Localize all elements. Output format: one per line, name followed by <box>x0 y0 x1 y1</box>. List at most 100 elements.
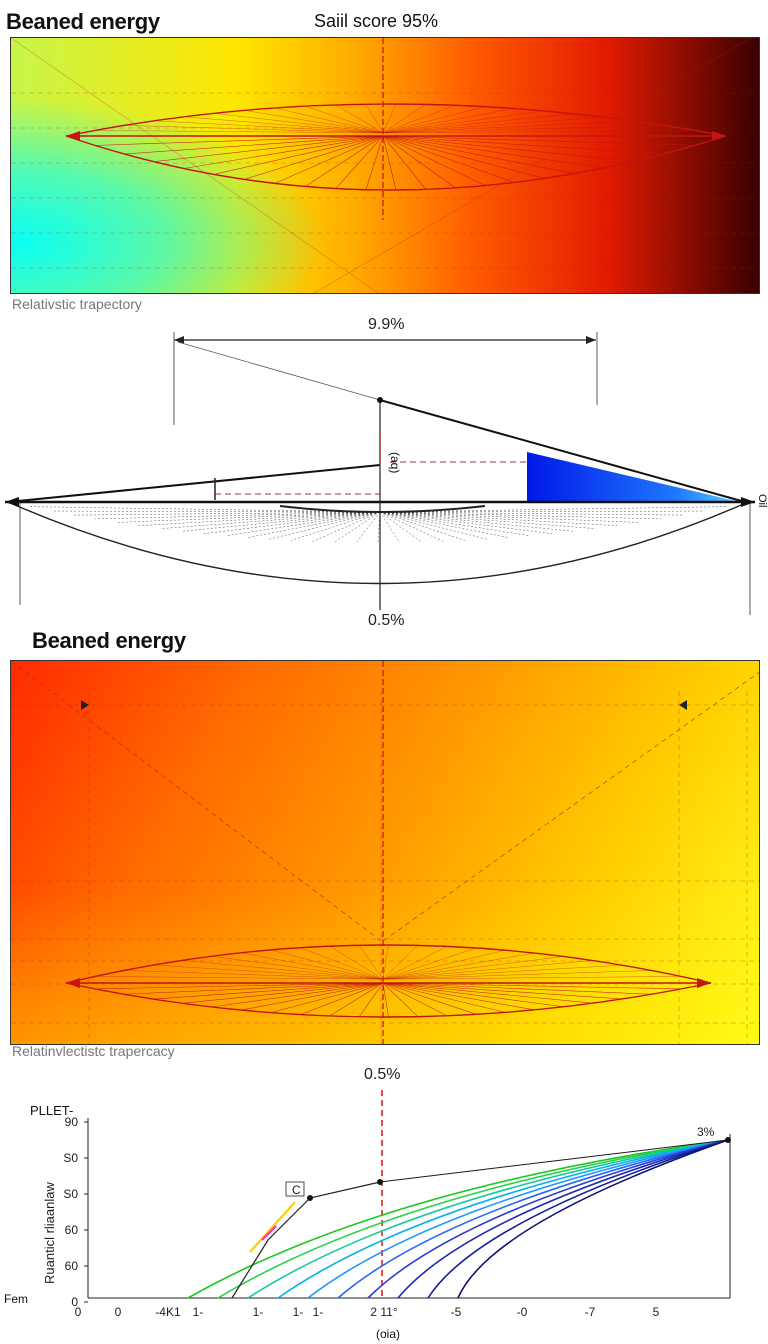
blue-wedge <box>527 452 740 502</box>
top-fan-ray-upper <box>155 120 384 134</box>
bottom-fan-ray-upper <box>382 970 653 980</box>
series-line <box>427 1139 729 1299</box>
data-point <box>377 1179 383 1185</box>
bottom-fan-ray-upper <box>183 960 384 980</box>
lead-path <box>231 1181 381 1299</box>
top-fan-ray-upper <box>382 110 547 134</box>
apex-dot <box>377 397 383 403</box>
bottom-fan-ray-lower <box>271 982 384 1013</box>
top-fan-ray-lower <box>382 135 547 180</box>
top-fan-ray-lower <box>382 135 637 162</box>
energy-heatmap-bottom <box>10 660 760 1045</box>
diagram-ray <box>290 511 381 541</box>
diagram-ray <box>334 511 381 543</box>
top-fan-ray-lower <box>305 135 384 187</box>
top-envelope <box>379 1139 729 1183</box>
bottom-fan-ray-lower <box>358 982 384 1017</box>
y-tick-label: 60 <box>65 1259 79 1273</box>
data-point <box>725 1137 731 1143</box>
diagram-ray <box>73 511 381 516</box>
diagram-ray <box>379 511 661 520</box>
x-tick-label: 1- <box>193 1305 204 1319</box>
diagram-ray <box>312 511 381 542</box>
bottom-fan-ray-upper <box>382 952 536 980</box>
bottom-fan-ray-upper <box>271 949 384 980</box>
series-line <box>277 1139 729 1299</box>
bottom-fan-ray-upper <box>382 947 477 980</box>
top-fan-ray-upper <box>275 107 384 134</box>
x-tick-label: -4K1 <box>155 1305 181 1319</box>
top-fan-ray-lower <box>275 135 384 184</box>
bottom-fan-upper-arc <box>65 944 712 984</box>
top-fan-ray-lower <box>95 135 384 146</box>
diagram-ray <box>247 511 381 538</box>
bottom-fan-ray-upper <box>382 964 624 980</box>
series-line <box>217 1139 729 1299</box>
diagonal-line <box>11 38 379 293</box>
diagram-ray <box>138 511 381 526</box>
bottom-fan-ray-upper <box>358 945 384 980</box>
top-fan-ray-upper <box>382 130 697 134</box>
bottom-fan-ray-lower <box>382 982 594 1004</box>
bottom-fan-ray-upper <box>382 945 418 980</box>
energy-fan-top <box>11 38 759 293</box>
diagram-ray <box>377 511 381 543</box>
bottom-fan-ray-lower <box>382 982 448 1017</box>
top-fan-ray-upper <box>382 125 667 134</box>
diagram-ray <box>379 511 683 516</box>
diagram-ray <box>379 511 574 532</box>
hypotenuse-line <box>379 399 746 503</box>
diagram-ray <box>379 511 596 529</box>
series-line <box>187 1139 729 1299</box>
bottom-fan-ray-lower <box>241 982 384 1011</box>
bottom-fan-ray-upper <box>382 949 506 980</box>
x-tick-label: 2 11° <box>370 1305 397 1319</box>
bottom-fan-ray-upper <box>382 976 682 980</box>
left-slope-line <box>7 464 381 503</box>
bottom-fan-ray-upper <box>300 947 384 980</box>
y-tick-label: 90 <box>65 1115 79 1129</box>
bottom-fan-ray-lower <box>382 982 477 1015</box>
bottom-fan-ray-lower <box>95 982 384 990</box>
diagram-ray <box>379 511 531 537</box>
y-axis-label: Ruanticl rliaanlaw <box>42 1182 57 1284</box>
diagram-arrow-left <box>5 497 19 507</box>
top-fan-ray-upper <box>335 104 384 134</box>
y-tick-label: S0 <box>63 1151 78 1165</box>
top-fan-arrow-left <box>66 131 80 141</box>
top-fan-ray-upper <box>382 113 577 134</box>
top-fan-ray-lower <box>335 135 384 189</box>
diagram-ray <box>379 511 640 523</box>
dimension-arrow-left <box>174 336 184 344</box>
bottom-fan-ray-lower <box>153 982 384 1000</box>
x-tick-label: 1- <box>313 1305 324 1319</box>
diagonal-line <box>313 38 752 293</box>
chart-y-bottom-label: Fem <box>4 1292 28 1306</box>
top-fan-ray-lower <box>382 135 427 190</box>
bottom-fan-ray-upper <box>382 946 448 980</box>
diagram-ray <box>356 511 381 543</box>
series-line <box>247 1139 729 1299</box>
chart-title: 0.5% <box>364 1066 401 1083</box>
top-fan-ray-upper <box>382 104 457 134</box>
score-label: Saiil score 95% <box>314 11 439 31</box>
trajectory-caption-bottom: Relatinvlectistc trapercacy <box>12 1043 175 1059</box>
diagram-right-label: Oil <box>756 494 768 508</box>
bottom-fan-ray-upper <box>329 946 384 980</box>
top-fan-ray-upper <box>185 116 384 134</box>
bottom-fan-ray-lower <box>382 982 389 1018</box>
top-fan-ray-upper <box>382 103 397 133</box>
data-point <box>307 1195 313 1201</box>
top-fan-ray-upper <box>95 130 384 134</box>
top-fan-ray-upper <box>245 110 384 134</box>
diagram-ray <box>51 510 381 513</box>
top-fan-upper-arc <box>65 103 727 137</box>
top-fan-ray-lower <box>382 135 517 184</box>
top-fan-ray-lower <box>382 135 397 191</box>
bottom-fan-ray-lower <box>183 982 384 1004</box>
bottom-fan-ray-upper <box>212 956 384 980</box>
bottom-fan-ray-lower <box>124 982 384 995</box>
bottom-fan-ray-upper <box>382 944 389 980</box>
diagram-ray <box>379 511 422 543</box>
top-fan-ray-upper <box>125 125 384 134</box>
